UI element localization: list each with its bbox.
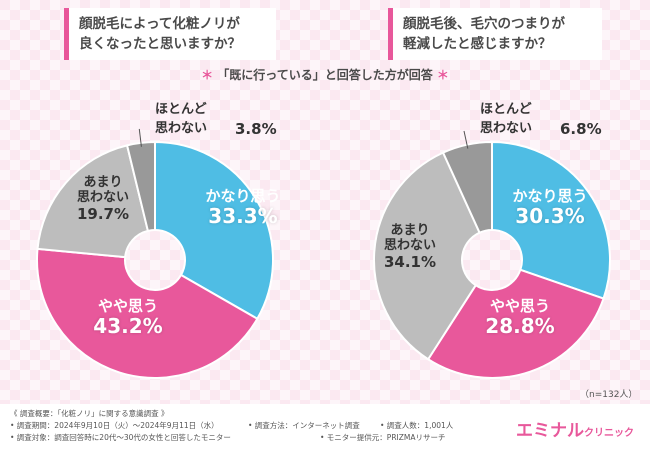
question-right-line1: 顔脱毛後、毛穴のつまりが: [403, 16, 565, 32]
note-star-right: ＊: [436, 68, 449, 82]
question-left: 顔脱毛によって化粧ノリが 良くなったと思いますか？: [64, 8, 276, 60]
right-amari-value: 34.1%: [383, 252, 437, 271]
left-amari-name-1: あまり: [83, 175, 123, 190]
left-leader-line: [138, 128, 142, 147]
right-hotondo-value: 6.8%: [560, 120, 602, 138]
footer-provider: • モニター提供元：PRIZMAリサーチ: [320, 433, 446, 442]
left-amari-label: あまり 思わない 19.7%: [66, 175, 140, 223]
right-slice-amari: [373, 151, 481, 361]
left-slice-amari: [36, 144, 150, 259]
footer-target: • 調査対象：調査回答時に20代〜30代の女性と回答したモニター: [10, 433, 231, 442]
logo-sub: クリニック: [584, 428, 634, 439]
left-slice-yaya: [36, 247, 259, 379]
left-hotondo-label: ほとんど 思わない 3.8%: [155, 100, 277, 138]
question-right: 顔脱毛後、毛穴のつまりが 軽減したと感じますか？: [388, 8, 602, 60]
right-amari-name-2: 思わない: [383, 237, 436, 253]
left-slice-hotondo: [125, 140, 156, 233]
footer-survey-title: 《 調査概要：「化粧ノリ」に関する意識調査 》: [10, 409, 169, 418]
right-kanari-name: かなり思う: [512, 187, 588, 205]
sample-size: （n=132人）: [580, 390, 638, 400]
left-hotondo-name-2: 思わない: [155, 121, 208, 136]
brand-logo: エミナルクリニック: [516, 416, 634, 441]
question-left-line2: 良くなったと思いますか？: [79, 36, 241, 52]
right-yaya-label: やや思う 28.8%: [474, 297, 566, 339]
right-kanari-label: かなり思う 30.3%: [504, 187, 596, 229]
left-yaya-value: 43.2%: [93, 314, 163, 339]
right-kanari-value: 30.3%: [515, 204, 585, 229]
note-text: 「既に行っている」と回答した方が回答: [217, 68, 433, 82]
left-kanari-label: かなり思う 33.3%: [197, 187, 289, 229]
left-yaya-label: やや思う 43.2%: [82, 297, 174, 339]
right-yaya-name: やや思う: [489, 297, 550, 315]
left-hotondo-name-1: ほとんど: [155, 102, 207, 117]
footer: 《 調査概要：「化粧ノリ」に関する意識調査 》 • 調査期間：2024年9月10…: [0, 404, 650, 450]
footer-period: • 調査期間：2024年9月10日（火）〜2024年9月11日（水）: [10, 421, 219, 430]
right-slice-yaya: [426, 268, 605, 379]
respondent-note: ＊ 「既に行っている」と回答した方が回答 ＊: [0, 66, 650, 83]
right-hotondo-name-2: 思わない: [480, 121, 533, 136]
right-leader-line: [463, 130, 469, 149]
note-star-left: ＊: [201, 68, 214, 82]
question-right-line2: 軽減したと感じますか？: [403, 36, 552, 52]
footer-count: • 調査人数：1,001人: [380, 421, 454, 430]
left-amari-value: 19.7%: [76, 204, 130, 223]
question-left-line1: 顔脱毛によって化粧ノリが: [79, 16, 240, 32]
left-kanari-name: かなり思う: [205, 187, 281, 205]
left-kanari-value: 33.3%: [208, 204, 278, 229]
right-yaya-value: 28.8%: [485, 314, 555, 339]
right-slice-hotondo: [441, 140, 493, 235]
left-hotondo-value: 3.8%: [235, 120, 277, 138]
right-amari-label: あまり 思わない 34.1%: [373, 223, 447, 271]
left-slice-kanari: [154, 140, 274, 321]
footer-method: • 調査方法：インターネット調査: [248, 421, 360, 430]
right-slice-kanari: [491, 140, 611, 300]
right-hotondo-name-1: ほとんど: [480, 102, 532, 117]
right-hotondo-label: ほとんど 思わない 6.8%: [480, 100, 602, 138]
logo-main: エミナル: [516, 421, 584, 441]
left-amari-name-2: 思わない: [76, 189, 129, 205]
left-yaya-name: やや思う: [97, 297, 158, 315]
right-amari-name-1: あまり: [390, 223, 430, 238]
